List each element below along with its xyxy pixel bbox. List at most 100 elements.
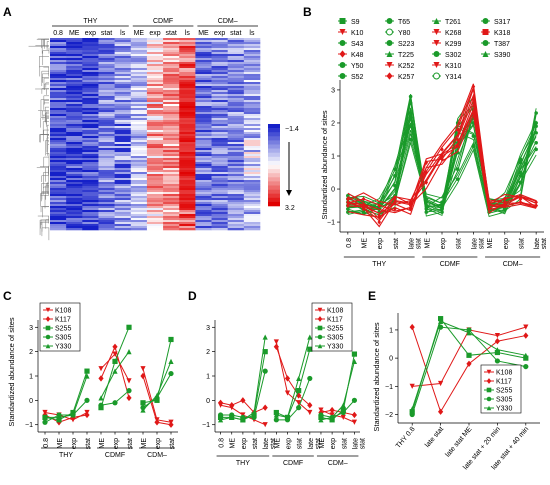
panel-b-legend-label: S302 <box>445 52 461 59</box>
heatmap-cell <box>227 206 245 209</box>
heatmap-cell <box>98 88 115 91</box>
heatmap-cell <box>146 126 164 129</box>
heatmap-cell <box>195 138 212 141</box>
panel-e-data-point <box>438 316 444 322</box>
heatmap-cell <box>179 156 196 159</box>
panel-b-legend-label: Y50 <box>351 63 364 70</box>
heatmap-cell <box>98 86 115 89</box>
heatmap-cell <box>195 206 212 209</box>
heatmap-cell <box>211 76 228 79</box>
heatmap-cell <box>50 52 67 55</box>
heatmap-cell <box>179 226 196 229</box>
heatmap-cell <box>163 194 180 197</box>
heatmap-cell <box>211 212 228 215</box>
panel-d-data-point <box>318 412 324 418</box>
heatmap-cell <box>211 198 228 201</box>
panel-c-data-point <box>98 375 104 382</box>
heatmap-cell <box>98 182 115 185</box>
heatmap-cell <box>130 72 148 75</box>
heatmap-cell <box>163 120 180 123</box>
heatmap-cell <box>114 220 132 223</box>
heatmap-cell <box>163 198 180 201</box>
panel-d-series-line <box>276 349 311 419</box>
heatmap-cell <box>211 78 228 81</box>
heatmap-cell <box>130 162 148 165</box>
heatmap-cell <box>66 196 83 199</box>
panel-c-group-label: THY <box>59 452 73 459</box>
heatmap-cell <box>243 186 261 189</box>
heatmap-cell <box>227 96 245 99</box>
heatmap-cell <box>179 88 196 91</box>
heatmap-cell <box>243 202 261 205</box>
heatmap-cell <box>66 100 83 103</box>
panel-d-data-point <box>262 334 268 340</box>
heatmap-cell <box>114 106 132 109</box>
heatmap-cell <box>114 214 132 217</box>
y-axis-label-b: Standardized abundance of sites <box>320 110 329 219</box>
panel-b-data-point <box>408 117 413 122</box>
heatmap-cell <box>243 112 261 115</box>
heatmap-cell <box>195 176 212 179</box>
heatmap-cell <box>195 130 212 133</box>
heatmap-cell <box>211 182 228 185</box>
heatmap-cell <box>211 70 228 73</box>
heatmap-cell <box>114 42 132 45</box>
panel-d-group-label: THY <box>236 460 250 467</box>
heatmap-cell <box>98 118 115 121</box>
heatmap-cell <box>50 182 67 185</box>
heatmap-cell <box>227 48 245 51</box>
heatmap-cell <box>98 154 115 157</box>
panel-c-series-line <box>100 327 130 408</box>
heatmap-cell <box>211 208 228 211</box>
heatmap-cell <box>66 50 83 53</box>
heatmap-cell <box>195 86 212 89</box>
heatmap-cell <box>227 182 245 185</box>
heatmap-cell <box>211 190 228 193</box>
heatmap-cell <box>243 62 261 65</box>
heatmap-cell <box>146 146 164 149</box>
heatmap-cell <box>82 64 99 67</box>
panel-b-legend-marker <box>386 18 393 24</box>
heatmap-cell <box>82 78 99 81</box>
panel-b-data-point <box>455 143 460 149</box>
heatmap-cell <box>211 124 228 127</box>
colorbar-segment <box>268 160 280 166</box>
panel-d-data-point <box>284 390 291 396</box>
heatmap-cell <box>98 48 115 51</box>
heatmap-cell <box>50 38 67 41</box>
heatmap-cell <box>50 170 67 173</box>
heatmap-cell <box>98 216 115 219</box>
heatmap-cell <box>114 74 132 77</box>
heatmap-cell <box>66 164 83 167</box>
heatmap-cell <box>211 104 228 107</box>
heatmap-cell <box>130 156 148 159</box>
heatmap-cell <box>211 180 228 183</box>
heatmap-cell <box>163 118 180 121</box>
heatmap-cell <box>227 108 245 111</box>
heatmap-cell <box>82 138 99 141</box>
heatmap-cell <box>130 142 148 145</box>
heatmap-cell <box>114 206 132 209</box>
heatmap-cell <box>130 48 148 51</box>
heatmap-cell <box>98 42 115 45</box>
heatmap-cell <box>146 106 164 109</box>
heatmap-cell <box>66 80 83 83</box>
heatmap-cell <box>66 48 83 51</box>
heatmap-cell <box>227 50 245 53</box>
heatmap-cell <box>130 190 148 193</box>
heatmap-cell <box>114 144 132 147</box>
panel-e-data-point <box>409 323 415 331</box>
panel-letter-c: C <box>3 289 12 303</box>
heatmap-cell <box>82 70 99 73</box>
panel-d-x-tick-label: stat <box>252 438 259 449</box>
panel-b-x-tick-label: stat <box>393 238 400 249</box>
heatmap-cell <box>98 52 115 55</box>
panel-b-legend-label: K257 <box>398 74 414 81</box>
panel-b-legend-marker <box>433 29 440 35</box>
heatmap-cell <box>98 110 115 113</box>
heatmap-cell <box>211 134 228 137</box>
heatmap-cell <box>146 122 164 125</box>
heatmap-cell <box>114 224 132 227</box>
heatmap-cell <box>195 80 212 83</box>
heatmap-cell <box>163 182 180 185</box>
